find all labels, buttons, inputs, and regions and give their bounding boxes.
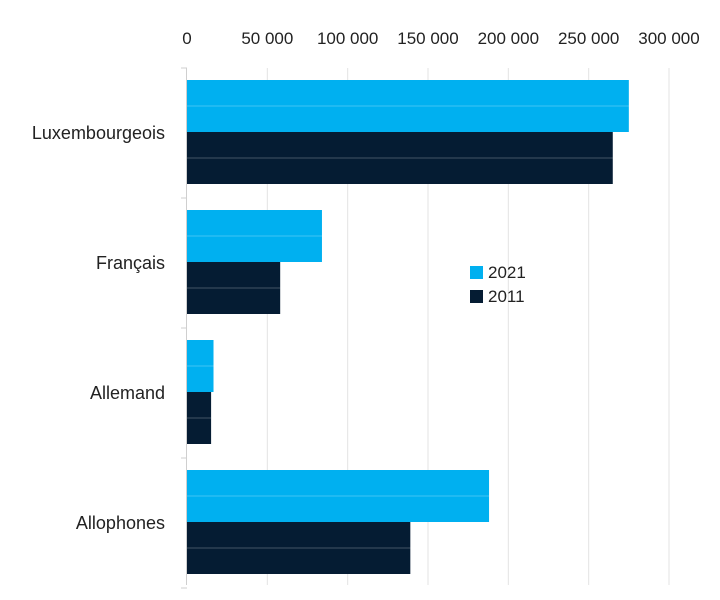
x-tick-label: 250 000 (558, 29, 619, 48)
legend-label: 2011 (488, 287, 525, 306)
category-label: Allemand (90, 383, 165, 403)
bar-2011-3 (187, 522, 411, 574)
legend-swatch-2011 (470, 290, 483, 303)
x-tick-label: 100 000 (317, 29, 378, 48)
bar-2011-1 (187, 262, 281, 314)
bar-2021-0 (187, 80, 629, 132)
bar-2021-3 (187, 470, 490, 522)
category-axis (181, 67, 187, 589)
x-tick-label: 200 000 (478, 29, 539, 48)
legend-label: 2021 (488, 263, 526, 282)
legend-swatch-2021 (470, 266, 483, 279)
category-label: Luxembourgeois (32, 123, 165, 143)
x-tick-label: 50 000 (241, 29, 293, 48)
legend: 2021 2011 (470, 263, 526, 306)
x-tick-label: 0 (182, 29, 191, 48)
bar-2021-2 (187, 340, 214, 392)
x-tick-label: 150 000 (397, 29, 458, 48)
bar-2011-2 (187, 392, 212, 444)
bar-2021-1 (187, 210, 322, 262)
bar-2011-0 (187, 132, 613, 184)
bars (187, 80, 629, 574)
category-label: Allophones (76, 513, 165, 533)
x-tick-label: 300 000 (638, 29, 699, 48)
category-label: Français (96, 253, 165, 273)
